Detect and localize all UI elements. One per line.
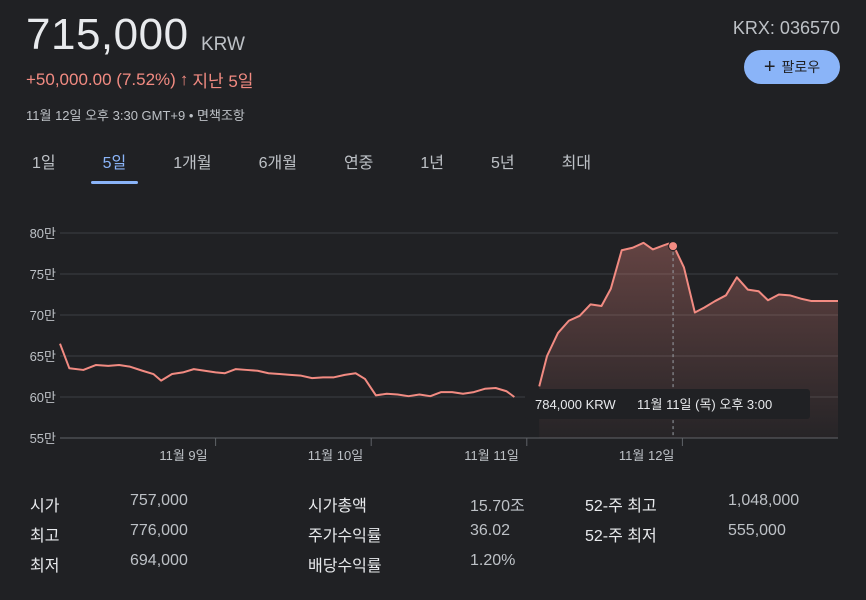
change-value: +50,000.00 (7.52%) [26, 69, 176, 89]
stat-label: 시가총액 [308, 498, 367, 515]
currency-label: KRW [201, 34, 245, 55]
y-tick-label: 65만 [30, 349, 56, 364]
price-line-segment-2 [538, 241, 838, 387]
x-tick-label: 11월 9일 [159, 448, 207, 463]
stat-value: 36.02 [470, 522, 511, 539]
tab-1y[interactable]: 1년 [420, 155, 445, 172]
stat-value: 776,000 [130, 522, 188, 539]
tab-1d[interactable]: 1일 [32, 155, 56, 172]
stat-value: 15.70조 [470, 498, 525, 515]
hover-tooltip [525, 389, 810, 419]
tab-5y[interactable]: 5년 [491, 155, 515, 172]
stat-label: 배당수익률 [308, 558, 382, 575]
stat-label: 최저 [30, 558, 60, 575]
x-tick-label: 11월 12일 [619, 448, 675, 463]
arrow-up-icon: ↑ [179, 69, 189, 89]
range-tabs: 1일 5일 1개월 6개월 연중 1년 5년 최대 [20, 146, 626, 184]
y-tick-label: 75만 [30, 267, 56, 282]
timestamp-disclaimer: 11월 12일 오후 3:30 GMT+9 • 면책조항 [26, 108, 245, 123]
stat-label: 최고 [30, 528, 60, 545]
tab-ytd[interactable]: 연중 [343, 155, 374, 172]
follow-button[interactable]: + 팔로우 [744, 50, 840, 84]
stat-value: 694,000 [130, 552, 188, 569]
tab-5d[interactable]: 5일 [90, 146, 139, 184]
y-tick-label: 80만 [30, 226, 56, 241]
stat-label: 52-주 최고 [585, 498, 657, 515]
stat-value: 1.20% [470, 552, 516, 569]
tab-1m[interactable]: 1개월 [173, 155, 212, 172]
change-period: 지난 5일 [192, 72, 254, 91]
y-tick-label: 60만 [30, 390, 56, 405]
x-tick-label: 11월 10일 [308, 448, 364, 463]
stat-value: 555,000 [728, 522, 786, 539]
stat-label: 시가 [30, 498, 60, 515]
tooltip-price: 784,000 KRW [535, 397, 616, 412]
hover-marker [668, 241, 679, 252]
stat-label: 52-주 최저 [585, 528, 657, 545]
plus-icon: + [763, 56, 776, 78]
y-tick-label: 70만 [30, 308, 56, 323]
tab-6m[interactable]: 6개월 [258, 155, 297, 172]
price-chart[interactable]: 55만 60만 65만 70만 75만 80만 11월 9일 11월 10일 11월 11일 11… [0, 205, 866, 475]
stat-value: 757,000 [130, 492, 188, 509]
stat-value: 1,048,000 [728, 492, 800, 509]
ticker-symbol: KRX: 036570 [732, 18, 840, 38]
tooltip-date: 11월 11일 (목) 오후 3:00 [637, 397, 772, 412]
stat-label: 주가수익률 [308, 528, 382, 545]
price-value: 715,000 [26, 10, 189, 59]
x-tick-label: 11월 11일 [464, 448, 519, 463]
follow-button-label: 팔로우 [781, 59, 821, 75]
price-line-segment-1 [59, 343, 515, 398]
tab-max[interactable]: 최대 [561, 155, 592, 172]
price-change: +50,000.00 (7.52%) ↑ 지난 5일 [26, 67, 253, 92]
y-tick-label: 55만 [30, 431, 56, 446]
